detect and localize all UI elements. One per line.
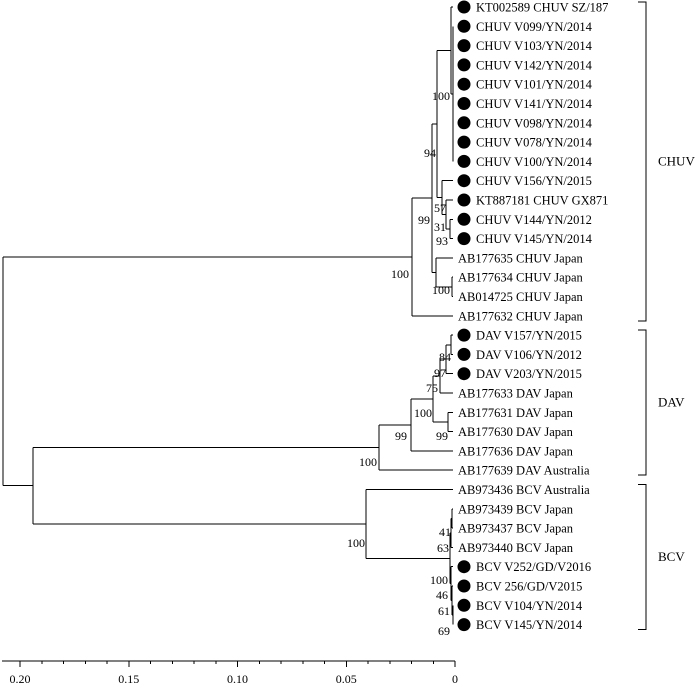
axis-tick-label: 0.05 <box>336 672 357 686</box>
leaf-marker-dot <box>457 0 471 14</box>
leaf-marker-dot <box>457 174 471 188</box>
leaf-label: AB177630 DAV Japan <box>458 425 574 439</box>
bootstrap-value: 100 <box>432 283 450 297</box>
tree-branches <box>2 6 454 625</box>
leaf-label: DAV V106/YN/2012 <box>476 348 582 362</box>
distance-axis: 0.20 0.15 0.10 0.05 0 <box>2 660 458 686</box>
bootstrap-value: 99 <box>418 213 430 227</box>
leaf-label: AB973436 BCV Australia <box>458 483 590 497</box>
leaf-marker-dot <box>457 97 471 110</box>
leaf-label: AB177634 CHUV Japan <box>458 271 584 285</box>
bootstrap-value: 41 <box>439 525 451 539</box>
leaf-label: DAV V203/YN/2015 <box>476 367 582 381</box>
leaf-marker-dot <box>457 560 471 574</box>
leaf-label: AB177631 DAV Japan <box>458 406 574 420</box>
leaf-marker-dot <box>457 39 471 53</box>
leaf-label: CHUV V078/YN/2014 <box>476 136 593 150</box>
leaf-label: BCV V145/YN/2014 <box>476 618 583 632</box>
leaf-label: AB177639 DAV Australia <box>458 464 590 478</box>
leaf-marker-dot <box>457 367 471 381</box>
leaf-label: DAV V157/YN/2015 <box>476 329 582 343</box>
leaf-label: AB177632 CHUV Japan <box>458 309 584 323</box>
clade-label: BCV <box>658 549 685 564</box>
bootstrap-value: 69 <box>438 624 450 638</box>
bootstrap-value: 100 <box>414 406 432 420</box>
bootstrap-value: 31 <box>434 220 446 234</box>
bootstrap-value: 46 <box>436 588 448 602</box>
leaf-label: CHUV V103/YN/2014 <box>476 39 593 53</box>
clade-label: DAV <box>658 395 685 410</box>
leaf-label: KT002589 CHUV SZ/187 <box>476 1 608 15</box>
leaf-marker-dot <box>457 154 471 168</box>
leaf-label: KT887181 CHUV GX871 <box>476 194 608 208</box>
bootstrap-value: 100 <box>430 573 448 587</box>
leaf-labels: KT002589 CHUV SZ/187 CHUV V099/YN/2014 CHU… <box>458 1 608 633</box>
leaf-marker-dot <box>457 598 471 612</box>
leaf-label: AB973440 BCV Japan <box>458 541 574 555</box>
leaf-marker-dot <box>457 347 471 361</box>
bootstrap-value: 75 <box>426 381 438 395</box>
bootstrap-value: 100 <box>432 89 450 103</box>
bootstrap-value: 61 <box>438 604 450 618</box>
clade-bracket <box>638 1 647 322</box>
leaf-label: BCV V252/GD/V2016 <box>476 560 591 574</box>
leaf-label: CHUV V141/YN/2014 <box>476 97 593 111</box>
leaf-label: CHUV V099/YN/2014 <box>476 20 593 34</box>
bootstrap-value: 100 <box>359 455 377 469</box>
bootstrap-value: 94 <box>424 146 436 160</box>
bootstrap-value: 100 <box>347 536 365 550</box>
leaf-label: AB973437 BCV Japan <box>458 522 574 536</box>
leaf-label: BCV V104/YN/2014 <box>476 599 583 613</box>
leaf-marker-dot <box>457 116 471 130</box>
leaf-marker-dot <box>457 212 471 226</box>
axis-tick-label: 0.10 <box>227 672 248 686</box>
leaf-label: CHUV V145/YN/2014 <box>476 232 593 246</box>
axis-tick-label: 0.15 <box>118 672 139 686</box>
leaf-label: CHUV V156/YN/2015 <box>476 174 592 188</box>
leaf-label: CHUV V142/YN/2014 <box>476 58 593 72</box>
axis-tick-label: 0 <box>452 672 458 686</box>
bootstrap-value: 84 <box>439 350 451 364</box>
leaf-markers <box>457 0 471 632</box>
bootstrap-value: 97 <box>434 366 446 380</box>
axis-tick-label: 0.20 <box>10 672 31 686</box>
leaf-label: CHUV V101/YN/2014 <box>476 78 593 92</box>
leaf-marker-dot <box>457 19 471 33</box>
bootstrap-value: 100 <box>391 267 409 281</box>
leaf-label: CHUV V100/YN/2014 <box>476 155 593 169</box>
leaf-marker-dot <box>457 328 471 342</box>
bootstrap-value: 99 <box>395 429 407 443</box>
leaf-label: AB177635 CHUV Japan <box>458 251 584 265</box>
leaf-label: CHUV V144/YN/2012 <box>476 213 592 227</box>
bootstrap-value: 63 <box>437 541 449 555</box>
leaf-marker-dot <box>457 135 471 149</box>
leaf-marker-dot <box>457 618 471 632</box>
bootstrap-value: 99 <box>436 429 448 443</box>
leaf-label: AB177636 DAV Japan <box>458 444 574 458</box>
bootstrap-value: 93 <box>436 234 448 248</box>
leaf-label: AB973439 BCV Japan <box>458 502 574 516</box>
leaf-marker-dot <box>457 232 471 246</box>
clade-brackets: CHUV DAV BCV <box>638 1 695 631</box>
leaf-label: AB014725 CHUV Japan <box>458 290 584 304</box>
leaf-marker-dot <box>457 77 471 91</box>
clade-bracket <box>638 484 647 631</box>
clade-bracket <box>638 329 647 476</box>
leaf-label: AB177633 DAV Japan <box>458 387 574 401</box>
clade-label: CHUV <box>658 153 695 168</box>
leaf-marker-dot <box>457 193 471 207</box>
bootstrap-value: 57 <box>434 201 446 215</box>
leaf-label: BCV 256/GD/V2015 <box>476 580 582 594</box>
leaf-marker-dot <box>457 58 471 72</box>
leaf-label: CHUV V098/YN/2014 <box>476 116 593 130</box>
leaf-marker-dot <box>457 579 471 593</box>
